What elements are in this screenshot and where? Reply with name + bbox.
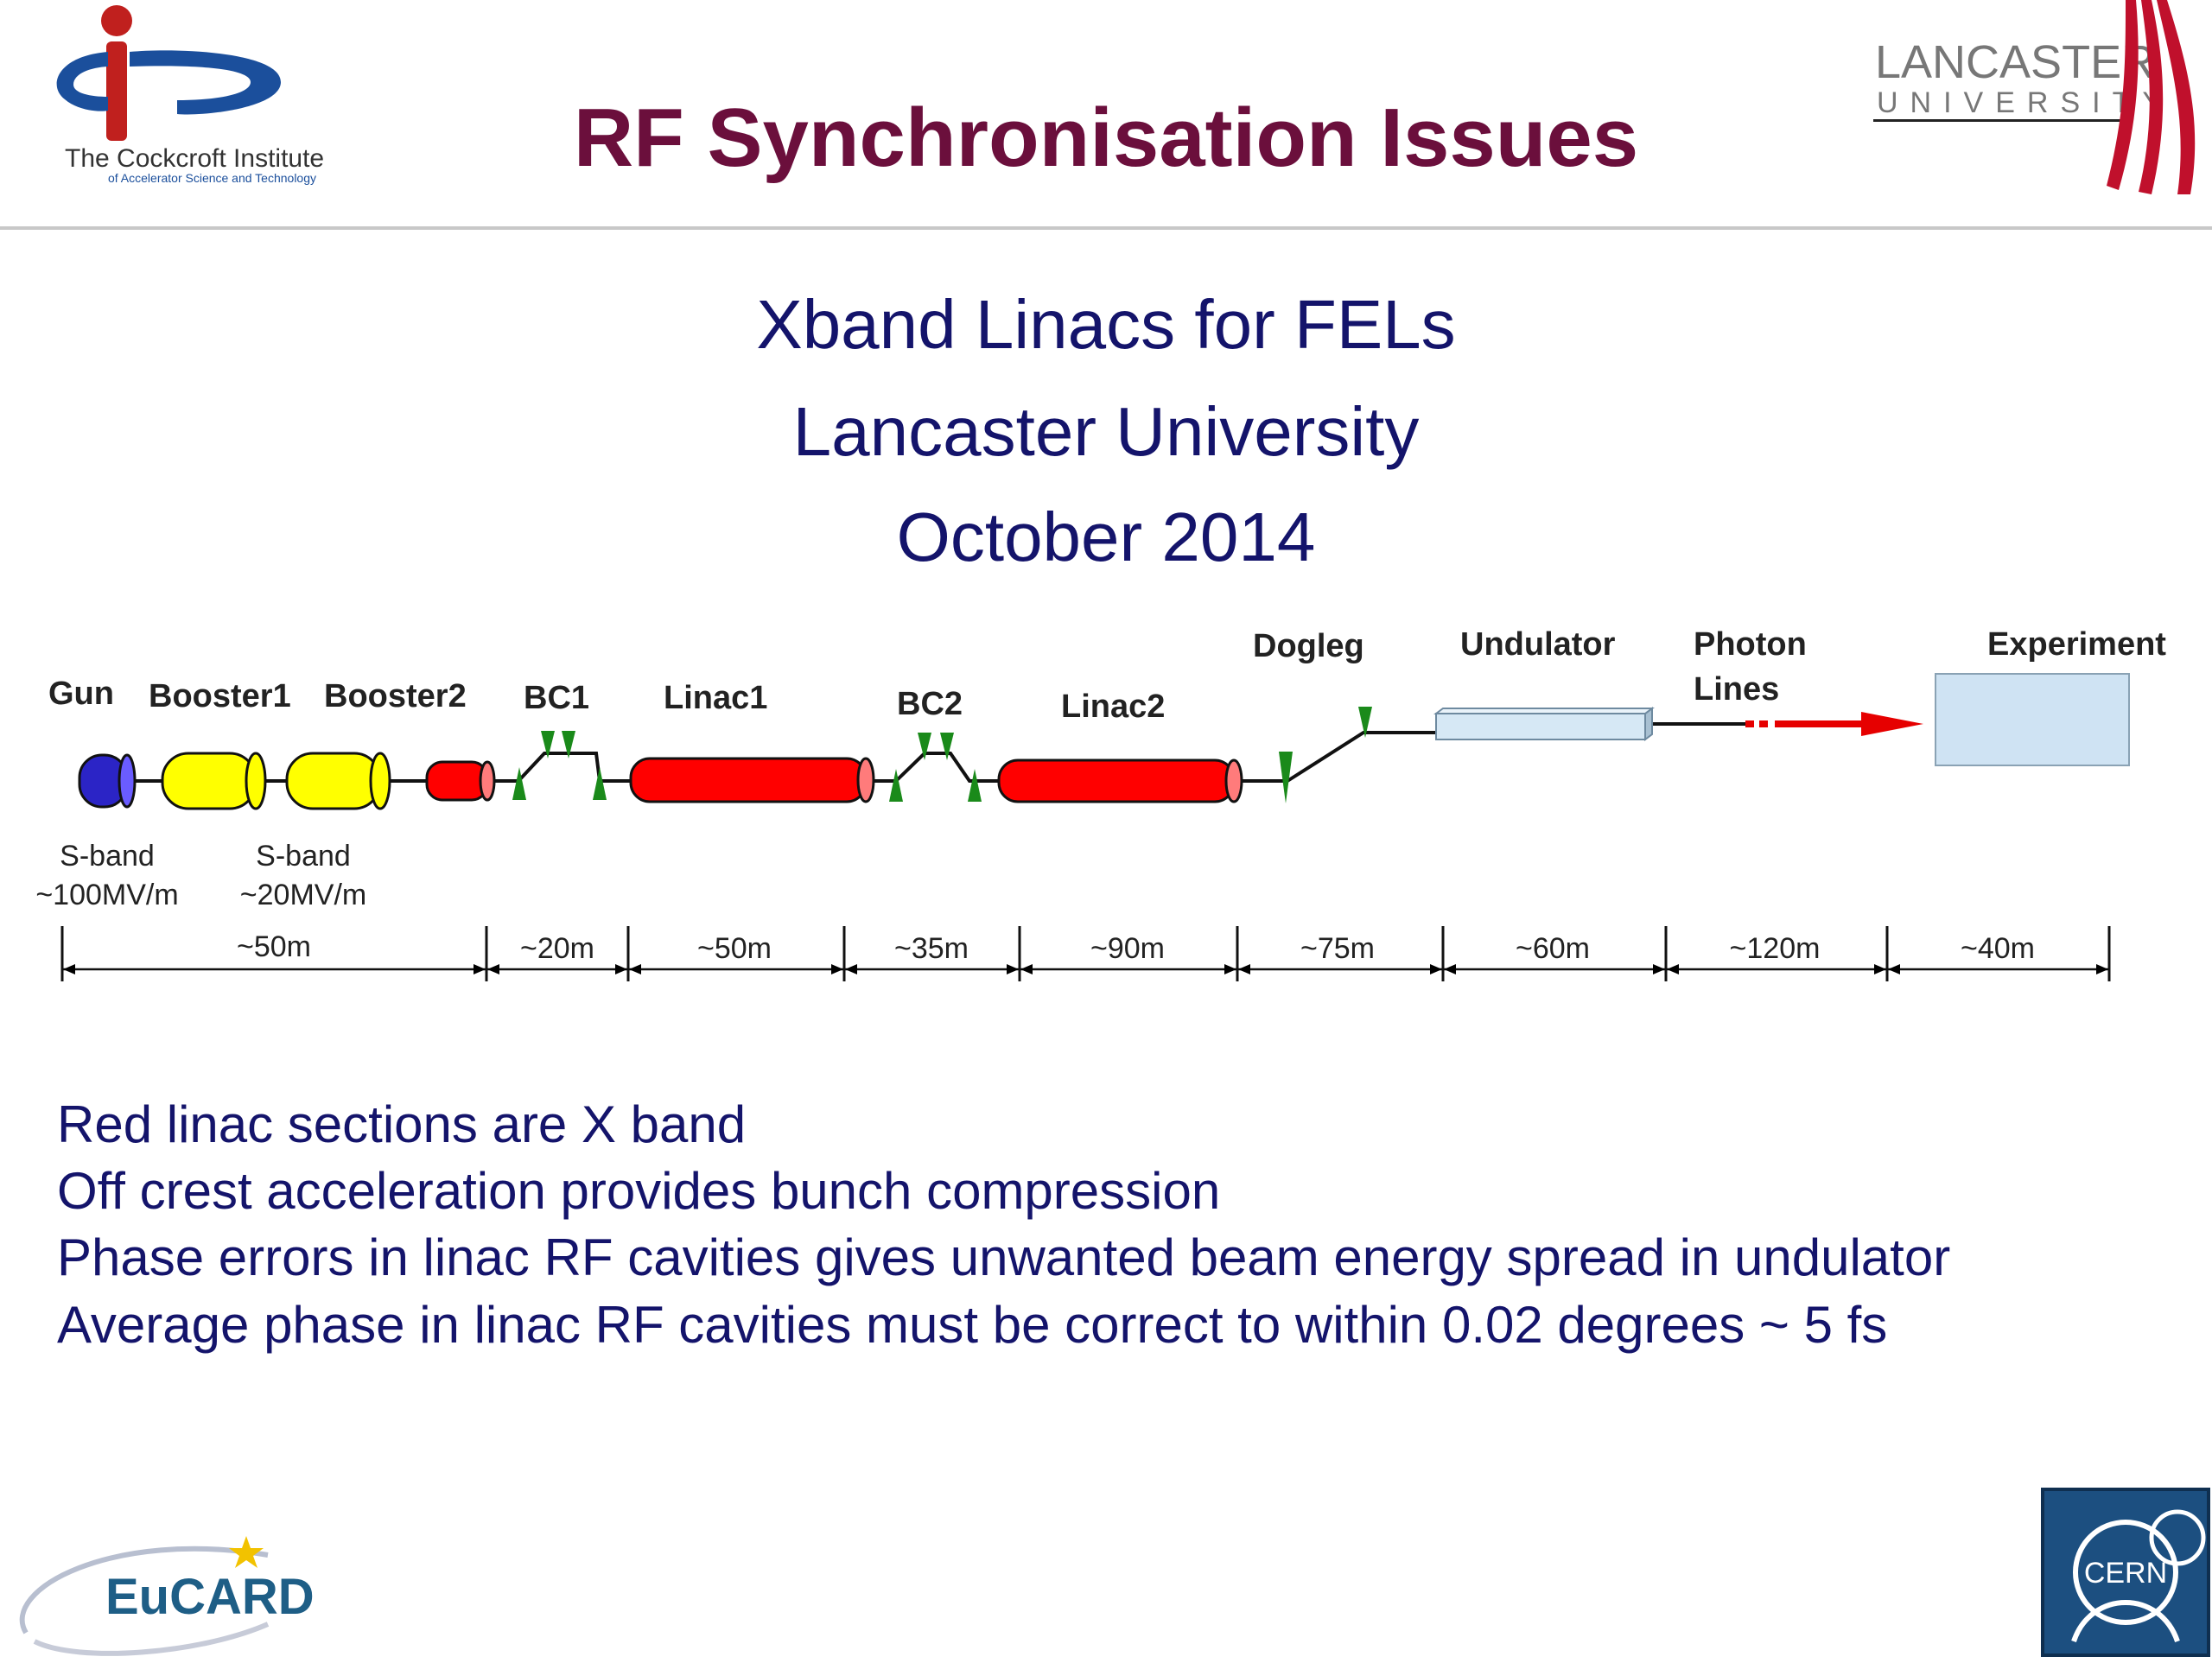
- label-booster2: Booster2: [324, 678, 467, 714]
- label-dogleg: Dogleg: [1253, 628, 1364, 664]
- experiment-hall: [1935, 673, 2130, 766]
- booster-band-label: S-band: [256, 840, 351, 873]
- distance-label: ~75m: [1300, 932, 1375, 965]
- fel-layout-diagram: Gun Booster1 Booster2 BC1 Linac1 BC2 Lin…: [0, 605, 2212, 1002]
- subtitle-institution: Lancaster University: [792, 393, 1420, 470]
- bullet-line: Phase errors in linac RF cavities gives …: [57, 1228, 1951, 1286]
- label-photon: Photon: [1694, 626, 1807, 663]
- cern-logo: CERN: [2039, 1486, 2212, 1659]
- distance-label: ~35m: [894, 932, 969, 965]
- label-lines: Lines: [1694, 671, 1779, 708]
- distance-label: ~60m: [1516, 932, 1590, 965]
- header-divider: [0, 226, 2212, 230]
- eucard-logo: EuCARD: [9, 1512, 354, 1659]
- label-linac2: Linac2: [1061, 689, 1165, 725]
- subtitle-date: October 2014: [896, 498, 1316, 575]
- bc2-chicane-magnets: [889, 733, 982, 802]
- cockcroft-institute-logo: The Cockcroft Institute of Accelerator S…: [48, 0, 376, 190]
- cern-logo-text: CERN: [2084, 1557, 2167, 1590]
- distance-label: ~20m: [520, 932, 594, 965]
- linac2-cavity: [997, 759, 1243, 803]
- lancaster-logo-line1: LANCASTER: [1875, 36, 2155, 88]
- gun-gradient-label: ~100MV/m: [35, 879, 178, 911]
- label-undulator: Undulator: [1460, 626, 1616, 663]
- cockcroft-logo-name: The Cockcroft Institute: [65, 144, 324, 173]
- distance-label: ~40m: [1961, 932, 2035, 965]
- label-bc2: BC2: [897, 686, 963, 722]
- eucard-logo-text: EuCARD: [105, 1569, 315, 1625]
- distance-label: ~50m: [237, 930, 311, 963]
- booster1-cavity: [161, 752, 267, 810]
- bullet-line: Off crest acceleration provides bunch co…: [57, 1162, 1221, 1220]
- bullet-line: Red linac sections are X band: [57, 1095, 747, 1153]
- distance-label: ~50m: [697, 932, 772, 965]
- label-bc1: BC1: [524, 680, 589, 716]
- dogleg-magnets: [1279, 707, 1372, 803]
- subtitle-topic: Xband Linacs for FELs: [756, 286, 1456, 363]
- label-gun: Gun: [48, 676, 114, 712]
- gun-cavity: [78, 753, 137, 809]
- booster-gradient-label: ~20MV/m: [240, 879, 366, 911]
- lancaster-university-logo: LANCASTER UNIVERSITY: [1866, 0, 2212, 207]
- bullet-line: Average phase in linac RF cavities must …: [57, 1296, 1888, 1354]
- slide-title: RF Synchronisation Issues: [573, 92, 1639, 184]
- undulator: [1433, 707, 1655, 741]
- cockcroft-logo-tagline: of Accelerator Science and Technology: [108, 171, 316, 185]
- booster2-cavity: [285, 752, 391, 810]
- label-booster1: Booster1: [149, 678, 291, 714]
- gun-band-label: S-band: [60, 840, 155, 873]
- label-linac1: Linac1: [664, 680, 767, 716]
- photon-beam-arrow: [1745, 712, 1923, 736]
- linac1-cavity: [629, 757, 875, 803]
- distance-label: ~90m: [1090, 932, 1165, 965]
- label-experiment: Experiment: [1987, 626, 2166, 663]
- bc1-chicane-magnets: [512, 731, 607, 800]
- distance-label: ~120m: [1730, 932, 1821, 965]
- lancaster-logo-line2: UNIVERSITY: [1877, 86, 2174, 119]
- xband-injector-linac: [425, 760, 496, 802]
